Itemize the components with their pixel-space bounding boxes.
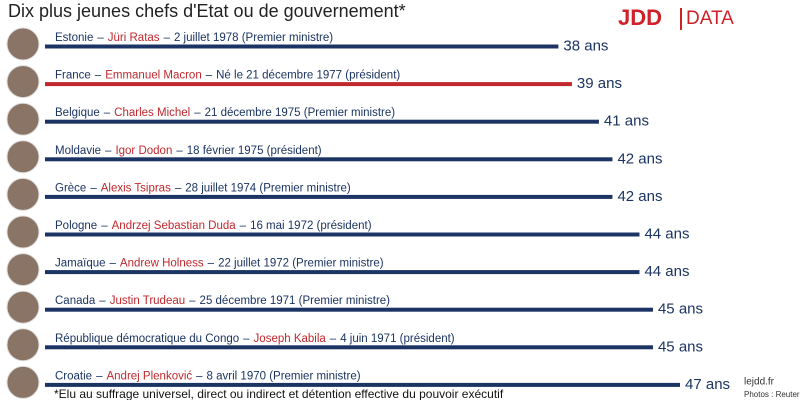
photo <box>6 65 40 99</box>
detail: 28 juillet 1974 (Premier ministre) <box>185 182 351 194</box>
separator: – <box>110 258 117 270</box>
detail: 25 décembre 1971 (Premier ministre) <box>200 295 391 307</box>
separator: – <box>164 32 171 44</box>
leader: Alexis Tsipras <box>101 182 171 194</box>
country: République démocratique du Congo <box>55 333 239 345</box>
detail: 18 février 1975 (président) <box>187 145 322 157</box>
row-label: Moldavie – Igor Dodon –18 février 1975 (pré… <box>55 145 322 157</box>
detail: 22 juillet 1972 (Premier ministre) <box>218 258 384 270</box>
row-label: Jamaïque – Andrew Holness –22 juillet 1972 … <box>55 258 384 270</box>
leader: Joseph Kabila <box>254 333 327 345</box>
bar <box>45 345 653 350</box>
separator: – <box>206 70 213 82</box>
country: Estonie <box>55 32 93 44</box>
country: Moldavie <box>55 145 101 157</box>
separator: – <box>243 333 250 345</box>
leader: Andrej Plenković <box>106 370 192 382</box>
logo-box <box>612 6 710 30</box>
detail: 21 décembre 1975 (Premier ministre) <box>205 107 396 119</box>
row-label: Grèce – Alexis Tsipras –28 juillet 1974 (Pr… <box>55 182 351 194</box>
photo <box>6 140 40 174</box>
row-label: Canada – Justin Trudeau –25 décembre 1971 (… <box>55 295 390 307</box>
row-label: Croatie – Andrej Plenković –8 avril 1970 (P… <box>55 370 361 382</box>
separator: – <box>330 333 337 345</box>
bar <box>45 232 640 237</box>
separator: – <box>189 295 196 307</box>
separator: – <box>208 258 215 270</box>
value-label: 47 ans <box>685 376 730 393</box>
photo <box>6 253 40 287</box>
separator: – <box>196 370 203 382</box>
separator: – <box>96 370 103 382</box>
bar <box>45 157 613 162</box>
photo <box>6 177 40 211</box>
bar <box>45 82 572 87</box>
country: Jamaïque <box>55 258 106 270</box>
value-label: 41 ans <box>604 113 649 130</box>
detail: 16 mai 1972 (président) <box>250 220 372 232</box>
leader: Justin Trudeau <box>110 295 185 307</box>
separator: – <box>194 107 201 119</box>
value-label: 39 ans <box>577 75 622 92</box>
bar <box>45 382 680 387</box>
separator: – <box>176 145 183 157</box>
value-label: 45 ans <box>658 338 703 355</box>
value-label: 45 ans <box>658 301 703 318</box>
separator: – <box>90 182 97 194</box>
separator: – <box>240 220 247 232</box>
country: Croatie <box>55 370 92 382</box>
leader: Andrew Holness <box>120 258 204 270</box>
credit: Photos : Reuters <box>744 390 800 399</box>
value-label: 44 ans <box>644 225 689 242</box>
photo <box>6 215 40 249</box>
photo <box>6 365 40 399</box>
value-label: 38 ans <box>563 37 608 54</box>
bar <box>45 307 653 312</box>
photo <box>6 328 40 362</box>
site: lejdd.fr <box>744 377 775 388</box>
detail: Né le 21 décembre 1977 (président) <box>216 70 400 82</box>
separator: – <box>175 182 182 194</box>
leader: Andrzej Sebastian Duda <box>112 220 237 232</box>
bar <box>45 194 613 199</box>
photo <box>6 27 40 61</box>
leader: Igor Dodon <box>115 145 172 157</box>
country: Belgique <box>55 107 100 119</box>
photo <box>6 290 40 324</box>
row-label: Estonie – Jüri Ratas –2 juillet 1978 (Premi… <box>55 32 333 44</box>
bar <box>45 44 559 49</box>
title: Dix plus jeunes chefs d'Etat ou de gouve… <box>8 1 406 21</box>
row-label: France – Emmanuel Macron – Né le 21 décembre… <box>55 70 400 82</box>
separator: – <box>101 220 108 232</box>
separator: – <box>99 295 106 307</box>
photo <box>6 102 40 136</box>
row-label: Pologne – Andrzej Sebastian Duda –16 mai 19… <box>55 220 372 232</box>
leader: Charles Michel <box>114 107 190 119</box>
value-label: 42 ans <box>617 150 662 167</box>
separator: – <box>105 145 112 157</box>
bar <box>45 119 599 124</box>
footnote: *Elu au suffrage universel, direct ou in… <box>54 387 504 400</box>
detail: 8 avril 1970 (Premier ministre) <box>207 370 361 382</box>
row-label: Belgique – Charles Michel –21 décembre 1975… <box>55 107 395 119</box>
separator: – <box>104 107 111 119</box>
detail: 2 juillet 1978 (Premier ministre) <box>174 32 333 44</box>
leader: Emmanuel Macron <box>105 70 202 82</box>
value-label: 42 ans <box>617 188 662 205</box>
separator: – <box>97 32 104 44</box>
logo: JDD <box>618 5 662 30</box>
value-label: 44 ans <box>644 263 689 280</box>
country: France <box>55 70 91 82</box>
bar <box>45 270 640 275</box>
country: Canada <box>55 295 96 307</box>
separator: – <box>95 70 102 82</box>
country: Pologne <box>55 220 97 232</box>
leader: Jüri Ratas <box>108 32 160 44</box>
country: Grèce <box>55 182 86 194</box>
detail: 4 juin 1971 (président) <box>340 333 455 345</box>
logo-sub: DATA <box>686 8 734 29</box>
row-label: République démocratique du Congo – Joseph … <box>55 333 455 345</box>
